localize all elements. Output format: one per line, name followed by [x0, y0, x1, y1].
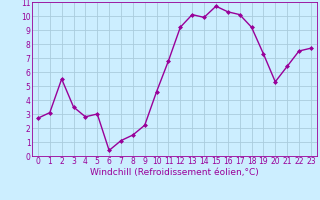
X-axis label: Windchill (Refroidissement éolien,°C): Windchill (Refroidissement éolien,°C)	[90, 168, 259, 177]
